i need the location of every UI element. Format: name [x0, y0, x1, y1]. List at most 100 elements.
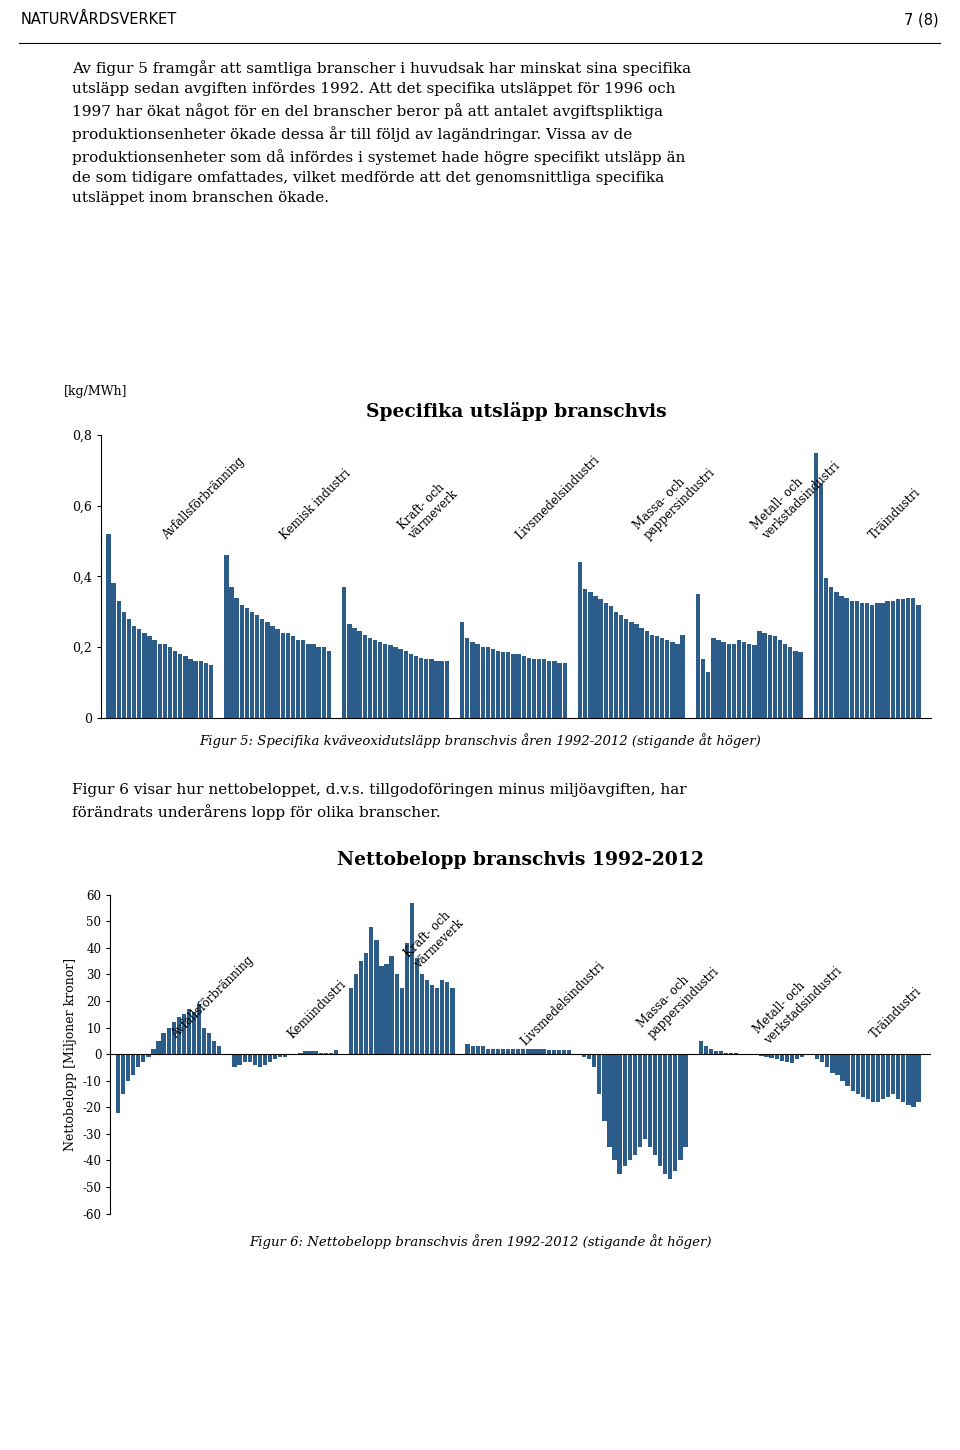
- Bar: [209, 664, 213, 718]
- Bar: [276, 629, 279, 718]
- Bar: [271, 626, 275, 718]
- Text: Massa- och
pappersindustri: Massa- och pappersindustri: [632, 455, 718, 542]
- Bar: [622, 1054, 627, 1166]
- Bar: [619, 615, 623, 718]
- Bar: [481, 647, 485, 718]
- Bar: [696, 594, 700, 718]
- Bar: [322, 647, 326, 718]
- Text: Livsmedelsindustri: Livsmedelsindustri: [514, 454, 602, 542]
- Bar: [653, 1054, 658, 1156]
- Bar: [342, 587, 347, 718]
- Bar: [783, 644, 787, 718]
- Bar: [496, 651, 500, 718]
- Bar: [435, 987, 440, 1054]
- Bar: [727, 644, 731, 718]
- Bar: [537, 1048, 540, 1054]
- Text: Figur 6: Nettobelopp branschvis åren 1992-2012 (stigande åt höger): Figur 6: Nettobelopp branschvis åren 199…: [249, 1234, 711, 1248]
- Bar: [410, 903, 414, 1054]
- Bar: [403, 651, 408, 718]
- Bar: [141, 1054, 146, 1063]
- Bar: [516, 654, 520, 718]
- Bar: [445, 983, 449, 1054]
- Bar: [870, 605, 875, 718]
- Bar: [229, 587, 233, 718]
- Bar: [137, 629, 141, 718]
- Bar: [886, 1054, 890, 1096]
- Bar: [829, 587, 833, 718]
- Bar: [633, 1054, 636, 1156]
- Bar: [593, 596, 598, 718]
- Bar: [775, 1054, 779, 1060]
- Bar: [237, 1054, 242, 1064]
- Bar: [648, 1054, 652, 1147]
- Bar: [552, 661, 557, 718]
- Bar: [753, 645, 756, 718]
- Bar: [481, 1047, 485, 1054]
- Bar: [612, 1054, 616, 1160]
- Bar: [855, 1054, 860, 1095]
- Bar: [156, 1041, 160, 1054]
- Bar: [814, 452, 818, 718]
- Bar: [268, 1054, 272, 1063]
- Bar: [658, 1054, 662, 1166]
- Bar: [243, 1054, 247, 1063]
- Bar: [704, 1047, 708, 1054]
- Bar: [604, 603, 608, 718]
- Bar: [826, 1054, 829, 1067]
- Bar: [655, 637, 660, 718]
- Bar: [663, 1054, 667, 1174]
- Bar: [434, 661, 439, 718]
- Text: Kraft- och
värmeverk: Kraft- och värmeverk: [401, 906, 467, 972]
- Bar: [444, 661, 449, 718]
- Text: Avfallsförbränning: Avfallsförbränning: [159, 455, 247, 542]
- Text: Metall- och
verkstadsindustri: Metall- och verkstadsindustri: [752, 954, 845, 1047]
- Bar: [496, 1048, 500, 1054]
- Bar: [675, 644, 680, 718]
- Bar: [368, 638, 372, 718]
- Bar: [578, 563, 583, 718]
- Bar: [699, 1041, 703, 1054]
- Bar: [768, 635, 772, 718]
- Bar: [460, 622, 465, 718]
- Bar: [906, 1054, 910, 1105]
- Bar: [592, 1054, 596, 1067]
- Bar: [512, 654, 516, 718]
- Bar: [757, 631, 761, 718]
- Bar: [168, 647, 172, 718]
- Bar: [255, 615, 259, 718]
- Bar: [491, 1048, 495, 1054]
- Bar: [348, 624, 351, 718]
- Bar: [357, 631, 362, 718]
- Bar: [583, 589, 588, 718]
- Text: Avfallsförbränning: Avfallsförbränning: [169, 954, 256, 1041]
- Bar: [628, 1054, 632, 1160]
- Bar: [352, 628, 357, 718]
- Bar: [121, 1054, 125, 1095]
- Text: Av figur 5 framgår att samtliga branscher i huvudsak har minskat sina specifika
: Av figur 5 framgår att samtliga bransche…: [72, 59, 691, 204]
- Bar: [153, 639, 156, 718]
- Bar: [773, 637, 777, 718]
- Bar: [588, 592, 592, 718]
- Bar: [470, 1047, 475, 1054]
- Bar: [759, 1054, 763, 1056]
- Bar: [532, 660, 536, 718]
- Bar: [303, 1051, 307, 1054]
- Bar: [582, 1054, 587, 1057]
- Bar: [834, 592, 838, 718]
- Text: Kemiindustri: Kemiindustri: [285, 977, 348, 1041]
- Bar: [132, 1054, 135, 1076]
- Bar: [521, 655, 526, 718]
- Bar: [527, 658, 531, 718]
- Bar: [188, 660, 193, 718]
- Bar: [450, 987, 454, 1054]
- Bar: [378, 642, 382, 718]
- Bar: [161, 1032, 166, 1054]
- Text: Träindustri: Träindustri: [867, 486, 924, 542]
- Bar: [780, 1054, 784, 1061]
- Bar: [162, 644, 167, 718]
- Bar: [280, 634, 285, 718]
- Text: Figur 5: Specifika kväveoxidutsläpp branschvis åren 1992-2012 (stigande åt höger: Figur 5: Specifika kväveoxidutsläpp bran…: [199, 734, 761, 748]
- Bar: [491, 648, 495, 718]
- Bar: [881, 1054, 885, 1099]
- Bar: [788, 647, 792, 718]
